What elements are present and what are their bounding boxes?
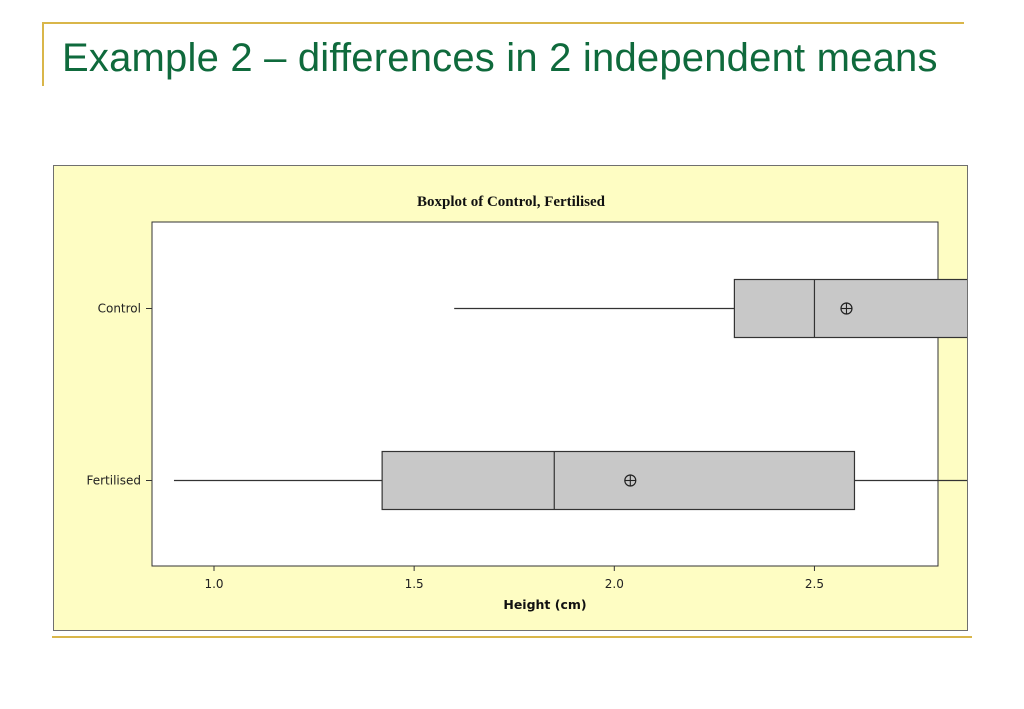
x-axis-label: Height (cm)	[503, 597, 586, 612]
x-tick-label: 1.5	[405, 577, 424, 591]
x-axis: 1.01.52.02.53.03.54.04.5	[204, 566, 824, 591]
box-series-group	[173, 278, 967, 511]
box-control	[454, 278, 967, 339]
iqr-box	[381, 450, 856, 511]
box-fertilised	[173, 450, 967, 511]
x-tick-label: 2.5	[805, 577, 824, 591]
mean-marker	[840, 302, 853, 315]
y-axis: Control Fertilised	[86, 302, 152, 488]
chart-frame: Boxplot of Control, Fertilised Control Fe…	[53, 165, 968, 631]
footer-rule	[52, 636, 972, 638]
y-tick-label: Fertilised	[86, 474, 141, 488]
x-tick-label: 2.0	[605, 577, 624, 591]
plot-area	[151, 221, 939, 567]
title-left-rule	[42, 22, 44, 86]
mean-marker	[624, 474, 637, 487]
slide-title: Example 2 – differences in 2 independent…	[62, 36, 938, 80]
y-tick-label: Control	[98, 302, 141, 316]
chart-title: Boxplot of Control, Fertilised	[417, 194, 606, 210]
x-tick-label: 1.0	[204, 577, 223, 591]
title-top-rule	[42, 22, 964, 24]
boxplot-chart: Boxplot of Control, Fertilised Control Fe…	[86, 194, 967, 612]
